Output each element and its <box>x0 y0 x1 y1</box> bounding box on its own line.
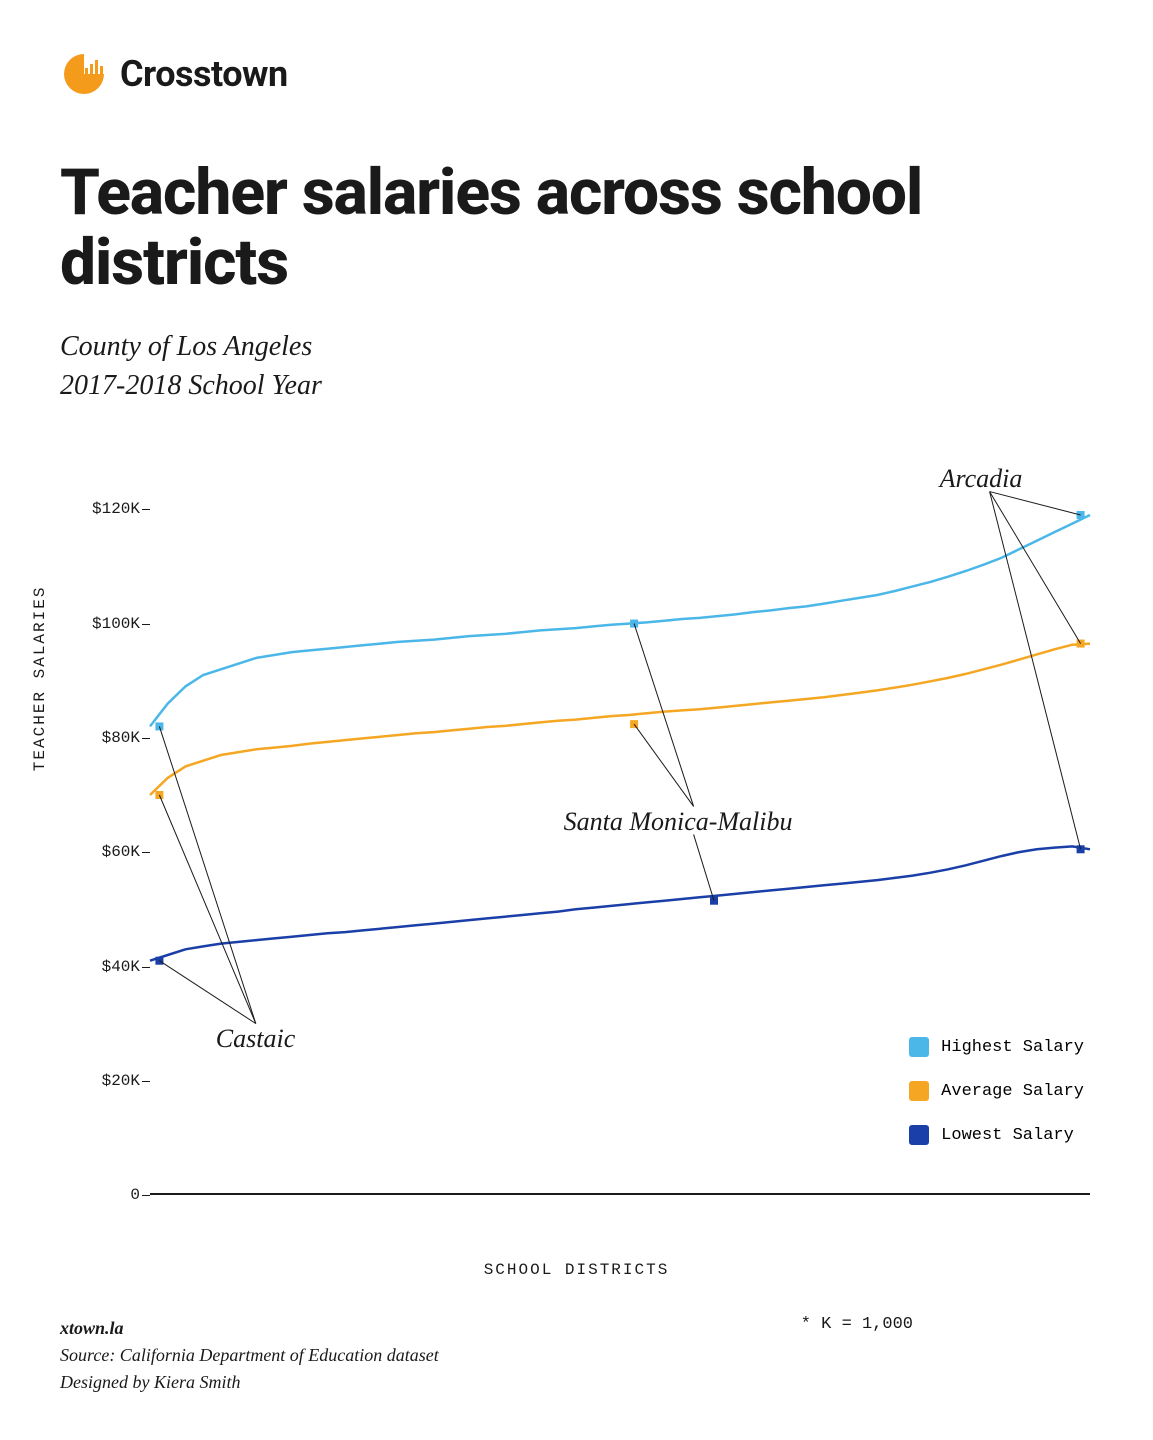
series-marker <box>155 791 163 799</box>
y-tick-label: $40K <box>70 958 140 976</box>
legend-item-lowest: Lowest Salary <box>909 1125 1084 1145</box>
y-tick-label: $100K <box>70 615 140 633</box>
legend-swatch-average <box>909 1081 929 1101</box>
y-tick-mark <box>142 624 150 625</box>
series-marker <box>155 957 163 965</box>
y-axis-label: TEACHER SALARIES <box>31 586 49 772</box>
legend-item-average: Average Salary <box>909 1081 1084 1101</box>
y-tick-mark <box>142 1195 150 1196</box>
y-tick-mark <box>142 738 150 739</box>
annotation-leader <box>694 835 714 901</box>
y-tick-mark <box>142 1081 150 1082</box>
footer-left: xtown.la Source: California Department o… <box>60 1315 439 1396</box>
series-line <box>150 847 1090 961</box>
y-tick-label: 0 <box>70 1186 140 1204</box>
chart-annotation: Castaic <box>216 1024 295 1054</box>
footer-source: Source: California Department of Educati… <box>60 1342 439 1369</box>
page-subtitle: County of Los Angeles 2017-2018 School Y… <box>60 327 1093 405</box>
series-marker <box>630 620 638 628</box>
footer: xtown.la Source: California Department o… <box>60 1315 1093 1396</box>
footer-designer: Designed by Kiera Smith <box>60 1369 439 1396</box>
y-tick-mark <box>142 509 150 510</box>
annotation-leader <box>159 795 255 1024</box>
brand-logo: Crosstown <box>60 50 1093 98</box>
legend-label-lowest: Lowest Salary <box>941 1126 1074 1145</box>
y-tick-mark <box>142 852 150 853</box>
page-title: Teacher salaries across school districts <box>60 158 1093 299</box>
subtitle-line-1: County of Los Angeles <box>60 327 1093 366</box>
plot-area: Highest Salary Average Salary Lowest Sal… <box>150 475 1090 1195</box>
legend-swatch-highest <box>909 1037 929 1057</box>
y-tick-mark <box>142 967 150 968</box>
y-tick-label: $80K <box>70 729 140 747</box>
chart-annotation: Santa Monica-Malibu <box>564 807 793 837</box>
y-tick-label: $60K <box>70 843 140 861</box>
y-tick-label: $120K <box>70 500 140 518</box>
y-tick-label: $20K <box>70 1072 140 1090</box>
footer-footnote: * K = 1,000 <box>801 1315 1093 1334</box>
x-axis-label: SCHOOL DISTRICTS <box>484 1261 670 1279</box>
annotation-leader <box>634 624 694 807</box>
annotation-leader <box>159 727 255 1024</box>
footer-site: xtown.la <box>60 1315 439 1342</box>
annotation-leader <box>990 492 1081 644</box>
brand-icon <box>60 50 108 98</box>
subtitle-line-2: 2017-2018 School Year <box>60 366 1093 405</box>
salary-chart: TEACHER SALARIES SCHOOL DISTRICTS Highes… <box>60 475 1093 1235</box>
legend-label-highest: Highest Salary <box>941 1038 1084 1057</box>
legend-label-average: Average Salary <box>941 1082 1084 1101</box>
legend-item-highest: Highest Salary <box>909 1037 1084 1057</box>
series-marker <box>630 720 638 728</box>
annotation-leader <box>990 492 1081 850</box>
brand-name: Crosstown <box>120 53 288 95</box>
annotation-leader <box>990 492 1081 515</box>
annotation-leader <box>634 724 694 806</box>
series-line <box>150 515 1090 726</box>
annotation-leader <box>159 961 255 1024</box>
chart-annotation: Arcadia <box>940 464 1023 494</box>
chart-legend: Highest Salary Average Salary Lowest Sal… <box>909 1037 1084 1145</box>
series-line <box>150 644 1090 795</box>
legend-swatch-lowest <box>909 1125 929 1145</box>
